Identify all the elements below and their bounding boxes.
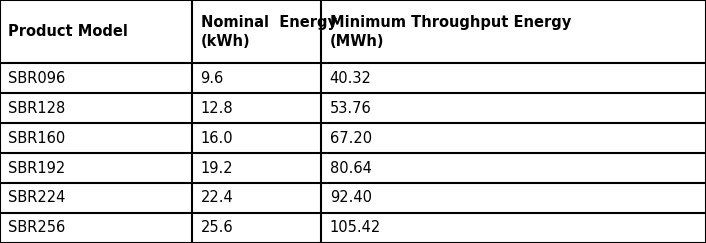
Text: 19.2: 19.2 <box>201 161 233 175</box>
Text: Product Model: Product Model <box>8 24 128 39</box>
Text: 9.6: 9.6 <box>201 71 224 86</box>
Text: Nominal  Energy
(kWh): Nominal Energy (kWh) <box>201 15 337 49</box>
Text: Minimum Throughput Energy
(MWh): Minimum Throughput Energy (MWh) <box>330 15 571 49</box>
Text: SBR128: SBR128 <box>8 101 66 116</box>
Text: 67.20: 67.20 <box>330 131 372 146</box>
Text: 16.0: 16.0 <box>201 131 233 146</box>
Text: SBR256: SBR256 <box>8 220 66 235</box>
Text: 53.76: 53.76 <box>330 101 371 116</box>
Text: 105.42: 105.42 <box>330 220 381 235</box>
Text: 92.40: 92.40 <box>330 191 371 205</box>
Text: 40.32: 40.32 <box>330 71 371 86</box>
Text: 80.64: 80.64 <box>330 161 371 175</box>
Text: SBR224: SBR224 <box>8 191 66 205</box>
Text: 22.4: 22.4 <box>201 191 233 205</box>
Text: SBR096: SBR096 <box>8 71 66 86</box>
Text: 25.6: 25.6 <box>201 220 233 235</box>
Text: SBR192: SBR192 <box>8 161 66 175</box>
Text: SBR160: SBR160 <box>8 131 66 146</box>
Text: 12.8: 12.8 <box>201 101 233 116</box>
